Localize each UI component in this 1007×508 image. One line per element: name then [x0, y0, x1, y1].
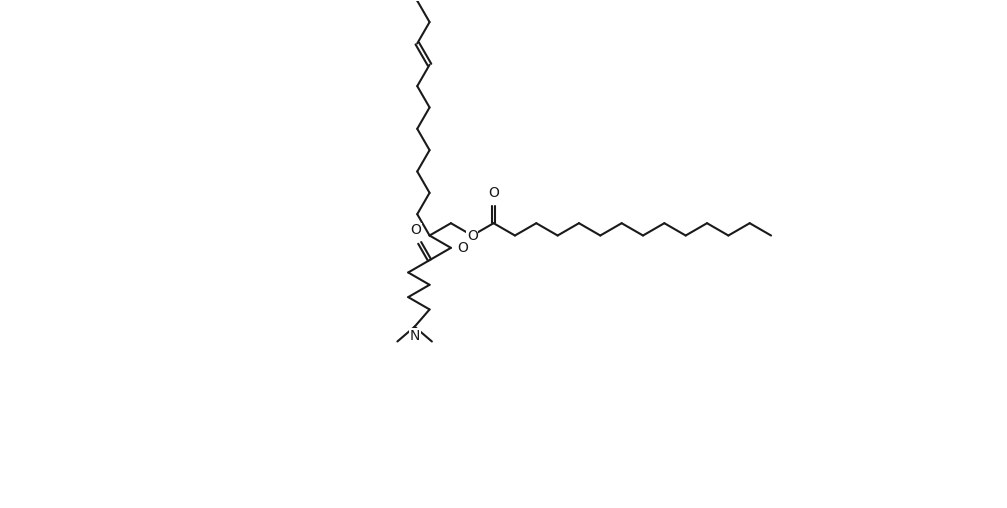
Text: O: O — [488, 186, 499, 200]
Text: N: N — [410, 329, 420, 343]
Text: O: O — [411, 224, 422, 237]
Text: O: O — [467, 229, 477, 242]
Text: O: O — [457, 241, 468, 255]
